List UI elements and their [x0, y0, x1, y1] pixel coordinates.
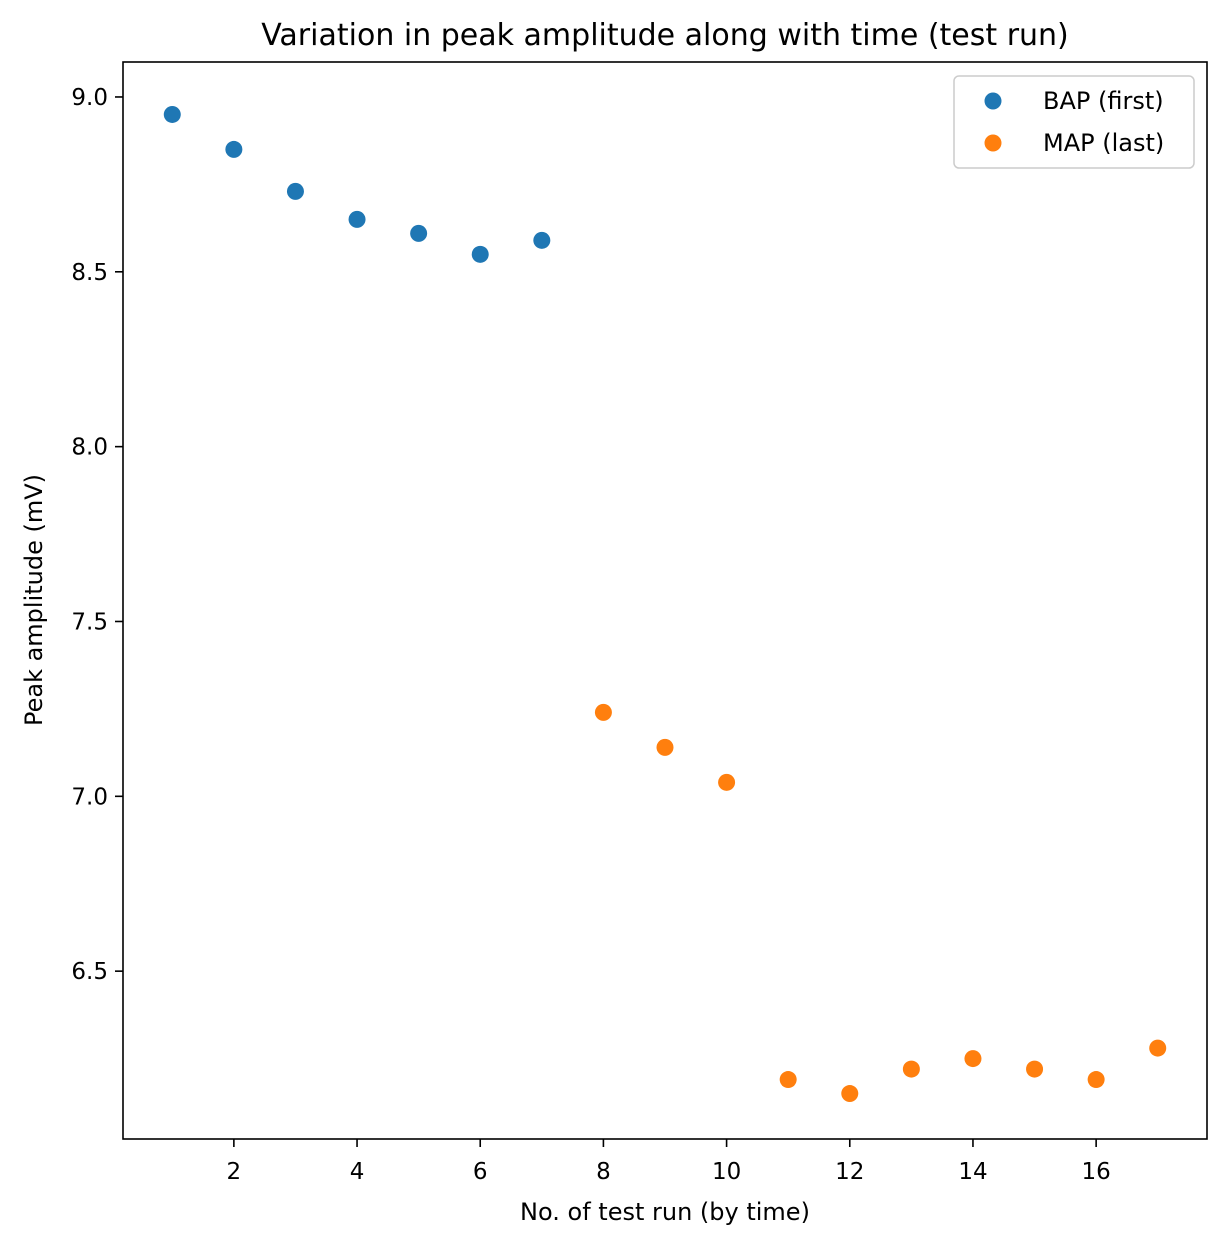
- y-axis-ticks: 6.5 7.0 7.5 8.0 8.5 9.0: [71, 85, 123, 985]
- x-tick-label: 10: [712, 1159, 741, 1185]
- data-point: [348, 210, 366, 228]
- y-axis-label: Peak amplitude (mV): [20, 474, 48, 726]
- x-tick-label: 12: [835, 1159, 864, 1185]
- data-point: [1026, 1060, 1044, 1078]
- y-tick-label: 9.0: [71, 85, 108, 111]
- legend-label-bap: BAP (first): [1043, 87, 1164, 115]
- y-tick-label: 6.5: [71, 959, 108, 985]
- legend-marker-bap: [984, 92, 1002, 110]
- x-tick-label: 6: [473, 1159, 488, 1185]
- chart-title: Variation in peak amplitude along with t…: [261, 18, 1069, 53]
- y-tick-label: 8.5: [71, 260, 108, 286]
- data-point: [841, 1085, 859, 1103]
- data-point: [1087, 1071, 1105, 1089]
- data-point: [902, 1060, 920, 1078]
- x-tick-label: 14: [958, 1159, 987, 1185]
- series-bap-first: [163, 105, 551, 263]
- data-points: [163, 105, 1167, 1103]
- x-axis-ticks: 2 4 6 8 10 12 14 16: [227, 1139, 1111, 1185]
- data-point: [656, 738, 674, 756]
- legend-label-map: MAP (last): [1043, 129, 1164, 157]
- x-tick-label: 8: [596, 1159, 611, 1185]
- data-point: [471, 245, 489, 263]
- y-tick-label: 8.0: [71, 435, 108, 461]
- y-tick-label: 7.5: [71, 609, 108, 635]
- series-map-last: [594, 703, 1167, 1103]
- legend: BAP (first) MAP (last): [953, 75, 1195, 169]
- y-tick-label: 7.0: [71, 784, 108, 810]
- data-point: [533, 231, 551, 249]
- data-point: [594, 703, 612, 721]
- data-point: [163, 105, 181, 123]
- data-point: [964, 1050, 982, 1068]
- legend-box: [953, 75, 1195, 169]
- data-point: [1149, 1039, 1167, 1057]
- plot-frame: [122, 61, 1208, 1140]
- x-tick-label: 2: [227, 1159, 242, 1185]
- x-axis-label: No. of test run (by time): [520, 1198, 810, 1226]
- data-point: [779, 1071, 797, 1089]
- data-point: [225, 140, 243, 158]
- data-point: [410, 224, 428, 242]
- data-point: [718, 773, 736, 791]
- x-tick-label: 16: [1081, 1159, 1110, 1185]
- data-point: [286, 182, 304, 200]
- x-tick-label: 4: [350, 1159, 365, 1185]
- legend-marker-map: [984, 134, 1002, 152]
